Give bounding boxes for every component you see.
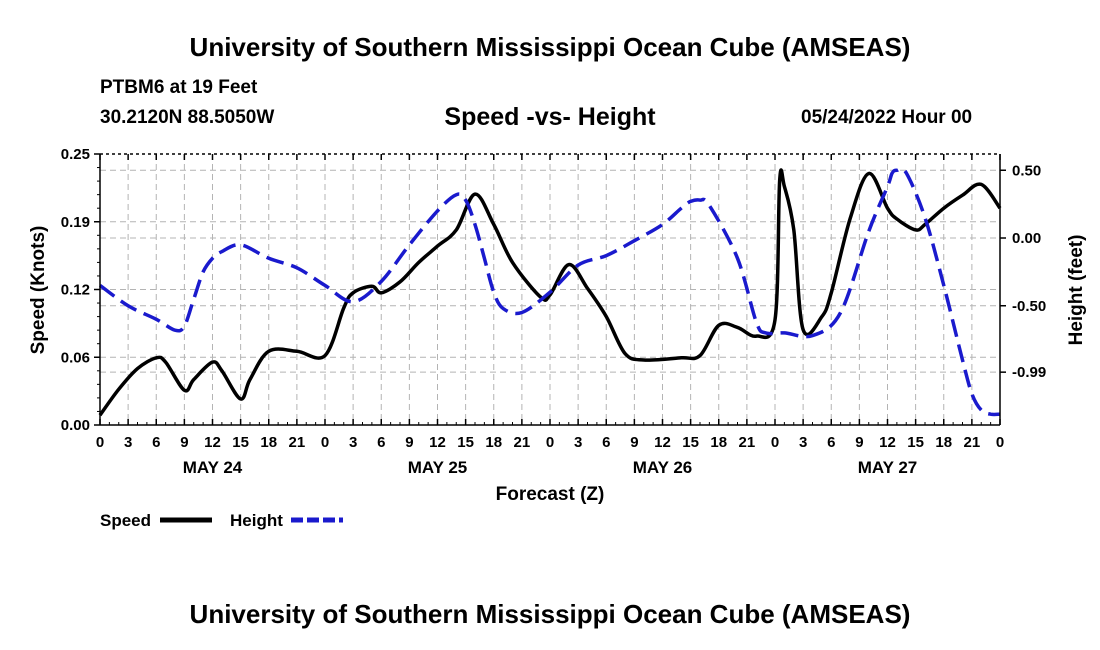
x-tick-label: 18 bbox=[485, 434, 502, 451]
x-tick-label: 12 bbox=[879, 434, 896, 451]
forecast-date: 05/24/2022 Hour 00 bbox=[801, 107, 973, 128]
x-tick-label: 15 bbox=[907, 434, 924, 451]
x-tick-label: 18 bbox=[710, 434, 727, 451]
chart-legend: Speed Height bbox=[100, 511, 343, 530]
x-tick-label: 21 bbox=[739, 434, 756, 451]
x-tick-label: 3 bbox=[799, 434, 807, 451]
x-tick-label: 12 bbox=[204, 434, 221, 451]
series-line-speed bbox=[98, 168, 1002, 417]
y-left-tick-label: 0.06 bbox=[61, 349, 90, 366]
x-tick-label: 6 bbox=[602, 434, 610, 451]
y-right-axis-label: Height (feet) bbox=[1066, 235, 1087, 346]
x-tick-label: 0 bbox=[321, 434, 329, 451]
legend-speed-label: Speed bbox=[100, 511, 151, 530]
chart-grid bbox=[100, 154, 1000, 425]
x-tick-label: 21 bbox=[289, 434, 306, 451]
y-right-tick-label: 0.50 bbox=[1012, 162, 1041, 179]
x-day-label: MAY 24 bbox=[183, 458, 243, 477]
x-tick-label: 0 bbox=[771, 434, 779, 451]
x-tick-label: 12 bbox=[429, 434, 446, 451]
x-tick-label: 6 bbox=[152, 434, 160, 451]
x-tick-label: 6 bbox=[377, 434, 385, 451]
chart-title: Speed -vs- Height bbox=[444, 103, 656, 131]
x-tick-label: 15 bbox=[682, 434, 699, 451]
x-tick-label: 9 bbox=[630, 434, 638, 451]
y-left-tick-label: 0.00 bbox=[61, 417, 90, 434]
x-tick-label: 0 bbox=[96, 434, 104, 451]
station-name: PTBM6 at 19 Feet bbox=[100, 77, 258, 98]
x-tick-label: 9 bbox=[180, 434, 188, 451]
x-tick-label: 9 bbox=[405, 434, 413, 451]
chart-ticks: 0 3 6 9 12 15 18 21 0 3 6 9 12 15 18 21 0 3 6 9 12 15 18 21 0 3 6 9… bbox=[61, 146, 1046, 477]
x-tick-label: 3 bbox=[349, 434, 357, 451]
x-tick-label: 0 bbox=[996, 434, 1004, 451]
x-tick-label: 9 bbox=[855, 434, 863, 451]
x-tick-label: 18 bbox=[260, 434, 277, 451]
main-title: University of Southern Mississippi Ocean… bbox=[189, 32, 911, 62]
legend-height-label: Height bbox=[230, 511, 283, 530]
x-tick-label: 3 bbox=[574, 434, 582, 451]
y-left-tick-label: 0.25 bbox=[61, 146, 90, 163]
y-left-tick-label: 0.19 bbox=[61, 214, 90, 231]
y-left-axis-label: Speed (Knots) bbox=[28, 226, 49, 355]
x-tick-label: 6 bbox=[827, 434, 835, 451]
chart-series bbox=[98, 166, 1002, 417]
y-left-tick-label: 0.12 bbox=[61, 282, 90, 299]
x-day-label: MAY 26 bbox=[633, 458, 693, 477]
x-tick-label: 15 bbox=[457, 434, 474, 451]
x-tick-label: 21 bbox=[514, 434, 531, 451]
x-day-label: MAY 25 bbox=[408, 458, 468, 477]
footer-title: University of Southern Mississippi Ocean… bbox=[189, 599, 911, 629]
x-tick-label: 21 bbox=[964, 434, 981, 451]
x-day-label: MAY 27 bbox=[858, 458, 918, 477]
x-axis-label: Forecast (Z) bbox=[496, 484, 605, 505]
y-right-tick-label: -0.99 bbox=[1012, 364, 1046, 381]
x-tick-label: 18 bbox=[935, 434, 952, 451]
x-tick-label: 15 bbox=[232, 434, 249, 451]
x-tick-label: 3 bbox=[124, 434, 132, 451]
y-right-tick-label: 0.00 bbox=[1012, 230, 1041, 247]
series-line-height bbox=[98, 166, 1001, 417]
station-location: 30.2120N 88.5050W bbox=[100, 107, 275, 128]
x-tick-label: 0 bbox=[546, 434, 554, 451]
y-right-tick-label: -0.50 bbox=[1012, 298, 1046, 315]
x-tick-label: 12 bbox=[654, 434, 671, 451]
